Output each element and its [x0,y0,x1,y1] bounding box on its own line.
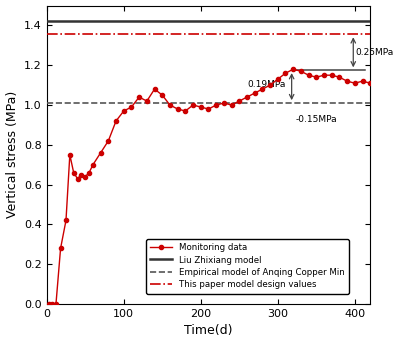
Legend: Monitoring data, Liu Zhixiang model, Empirical model of Anqing Copper Min, This : Monitoring data, Liu Zhixiang model, Emp… [146,239,349,294]
Text: -0.15MPa: -0.15MPa [296,116,337,125]
Text: 0.19MPa: 0.19MPa [247,80,286,89]
Text: 0.25MPa: 0.25MPa [356,48,394,57]
Y-axis label: Vertical stress (MPa): Vertical stress (MPa) [6,91,18,218]
X-axis label: Time(d): Time(d) [184,324,233,338]
